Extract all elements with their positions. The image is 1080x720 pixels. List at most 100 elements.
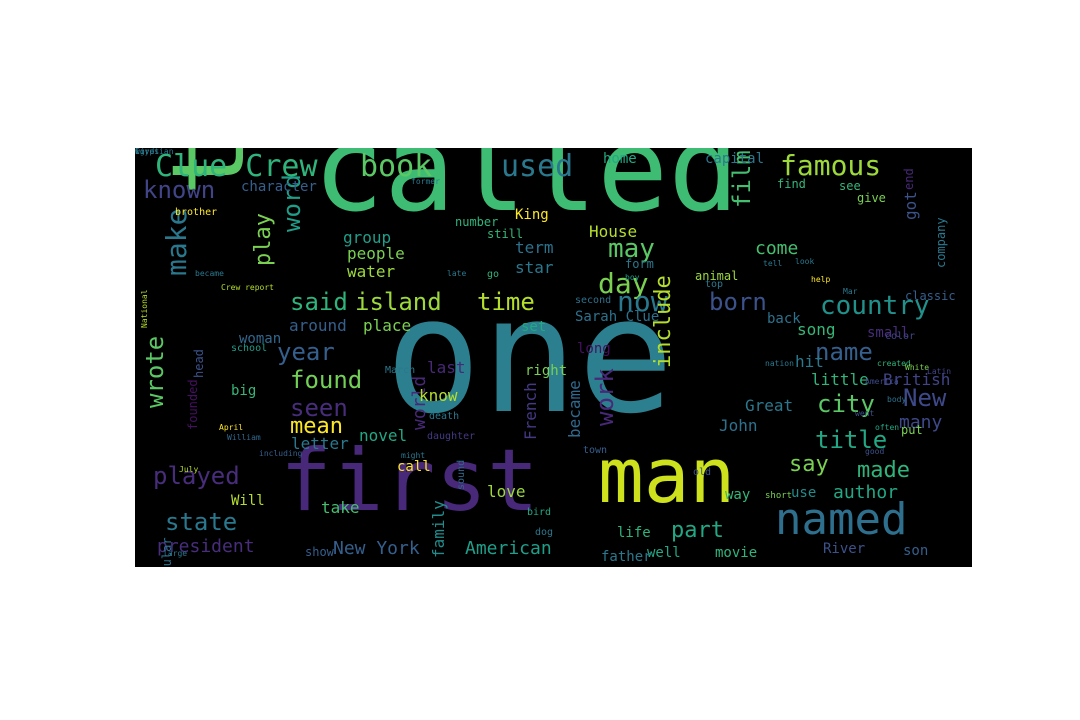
word-latin: Latin xyxy=(927,367,952,376)
word-william: William xyxy=(227,433,261,442)
word-played: played xyxy=(153,462,240,490)
word-end: end xyxy=(902,168,916,190)
word-long: long xyxy=(577,341,611,357)
word-known: known xyxy=(143,176,216,204)
word-movie: movie xyxy=(715,545,758,561)
word-seen: seen xyxy=(290,394,348,422)
word-classic: classic xyxy=(905,289,956,303)
word-time: time xyxy=(477,288,535,316)
word-body: body xyxy=(887,395,907,404)
word-son: son xyxy=(903,543,929,559)
word-live: live xyxy=(135,148,155,156)
word-life: life xyxy=(617,525,651,541)
word-color: color xyxy=(885,331,916,342)
word-go: go xyxy=(487,269,500,280)
word-work: work xyxy=(591,368,619,426)
word-home: home xyxy=(603,151,637,167)
word-bird: bird xyxy=(527,507,552,518)
word-take: take xyxy=(321,498,360,517)
word-woman: woman xyxy=(239,331,282,347)
word-wrote: wrote xyxy=(141,335,169,408)
word-know: know xyxy=(419,386,458,405)
word-animal: animal xyxy=(695,269,739,283)
word-founded: founded xyxy=(186,379,200,430)
word-words: words xyxy=(135,148,160,156)
word-around: around xyxy=(289,316,347,335)
word-will: Will xyxy=(231,493,265,509)
word-name: name xyxy=(815,338,873,366)
word-country: country xyxy=(820,291,930,321)
word-white: White xyxy=(905,363,930,372)
word-became: became xyxy=(195,269,224,278)
word-old: old xyxy=(693,467,712,478)
word-national: National xyxy=(140,289,149,328)
word-city: city xyxy=(817,390,875,418)
word-look: look xyxy=(795,257,815,266)
word-put: put xyxy=(901,423,923,437)
word-love: love xyxy=(487,482,526,501)
word-april: April xyxy=(219,423,244,432)
word-year: year xyxy=(277,338,335,366)
word-well: well xyxy=(647,545,681,561)
word-house: House xyxy=(589,222,638,241)
word-character: character xyxy=(241,179,317,195)
word-school: school xyxy=(231,343,268,354)
word-novel: novel xyxy=(359,426,408,445)
word-egyptian: Egyptian xyxy=(135,148,174,156)
word-might: might xyxy=(401,451,426,460)
word-famous: famous xyxy=(780,149,882,182)
word-dog: dog xyxy=(535,527,554,538)
word-new: New xyxy=(903,384,947,412)
word-capital: capital xyxy=(705,151,765,167)
word-right: right xyxy=(525,363,568,379)
word-star: star xyxy=(515,258,554,277)
word-call: call xyxy=(397,459,431,475)
word-small: small xyxy=(867,325,910,341)
word-man: man xyxy=(598,431,736,520)
word-former: former xyxy=(411,177,440,186)
word-top: top xyxy=(705,279,724,290)
word-term: term xyxy=(515,238,554,257)
word-author: author xyxy=(833,482,899,503)
word-play: play xyxy=(251,213,276,266)
word-song: song xyxy=(797,320,836,339)
word-brother: brother xyxy=(175,207,218,218)
word-family: family xyxy=(429,500,448,558)
word-sound: sound xyxy=(456,459,467,490)
word-title: title xyxy=(815,426,888,454)
word-daughter: daughter xyxy=(427,431,476,442)
word-often: often xyxy=(875,423,900,432)
word-make: make xyxy=(160,208,193,276)
word-hit: hit xyxy=(795,352,824,371)
word-company: company xyxy=(934,217,948,268)
word-town: town xyxy=(583,445,608,456)
word-one: one xyxy=(385,262,674,449)
word-say: say xyxy=(789,452,829,477)
word-now: now xyxy=(617,285,668,318)
word-little: little xyxy=(811,370,869,389)
word-cloud: calledonetypefirstmannamedClue Crewbooku… xyxy=(135,148,972,567)
word-british: British xyxy=(883,370,951,389)
word-water: water xyxy=(347,262,396,281)
word-used: used xyxy=(501,149,574,184)
word-group: group xyxy=(343,228,392,247)
word-nation: nation xyxy=(765,359,794,368)
word-named: named xyxy=(775,494,908,545)
word-went: went xyxy=(855,409,875,418)
word-john: John xyxy=(719,416,758,435)
word-big: big xyxy=(231,383,257,399)
word-new-york: New York xyxy=(333,538,420,559)
word-form: form xyxy=(625,257,654,271)
word-created: created xyxy=(877,359,911,368)
word-good: good xyxy=(865,447,885,456)
word-including: including xyxy=(259,449,303,458)
word-set: set xyxy=(521,319,547,335)
word-july: July xyxy=(179,465,199,474)
word-many: many xyxy=(899,412,943,433)
word-people: people xyxy=(347,244,405,263)
word-french: French xyxy=(521,382,540,440)
word-may: may xyxy=(608,234,655,264)
word-found: found xyxy=(290,366,363,394)
word-book: book xyxy=(360,149,433,184)
word-place: place xyxy=(363,316,412,335)
